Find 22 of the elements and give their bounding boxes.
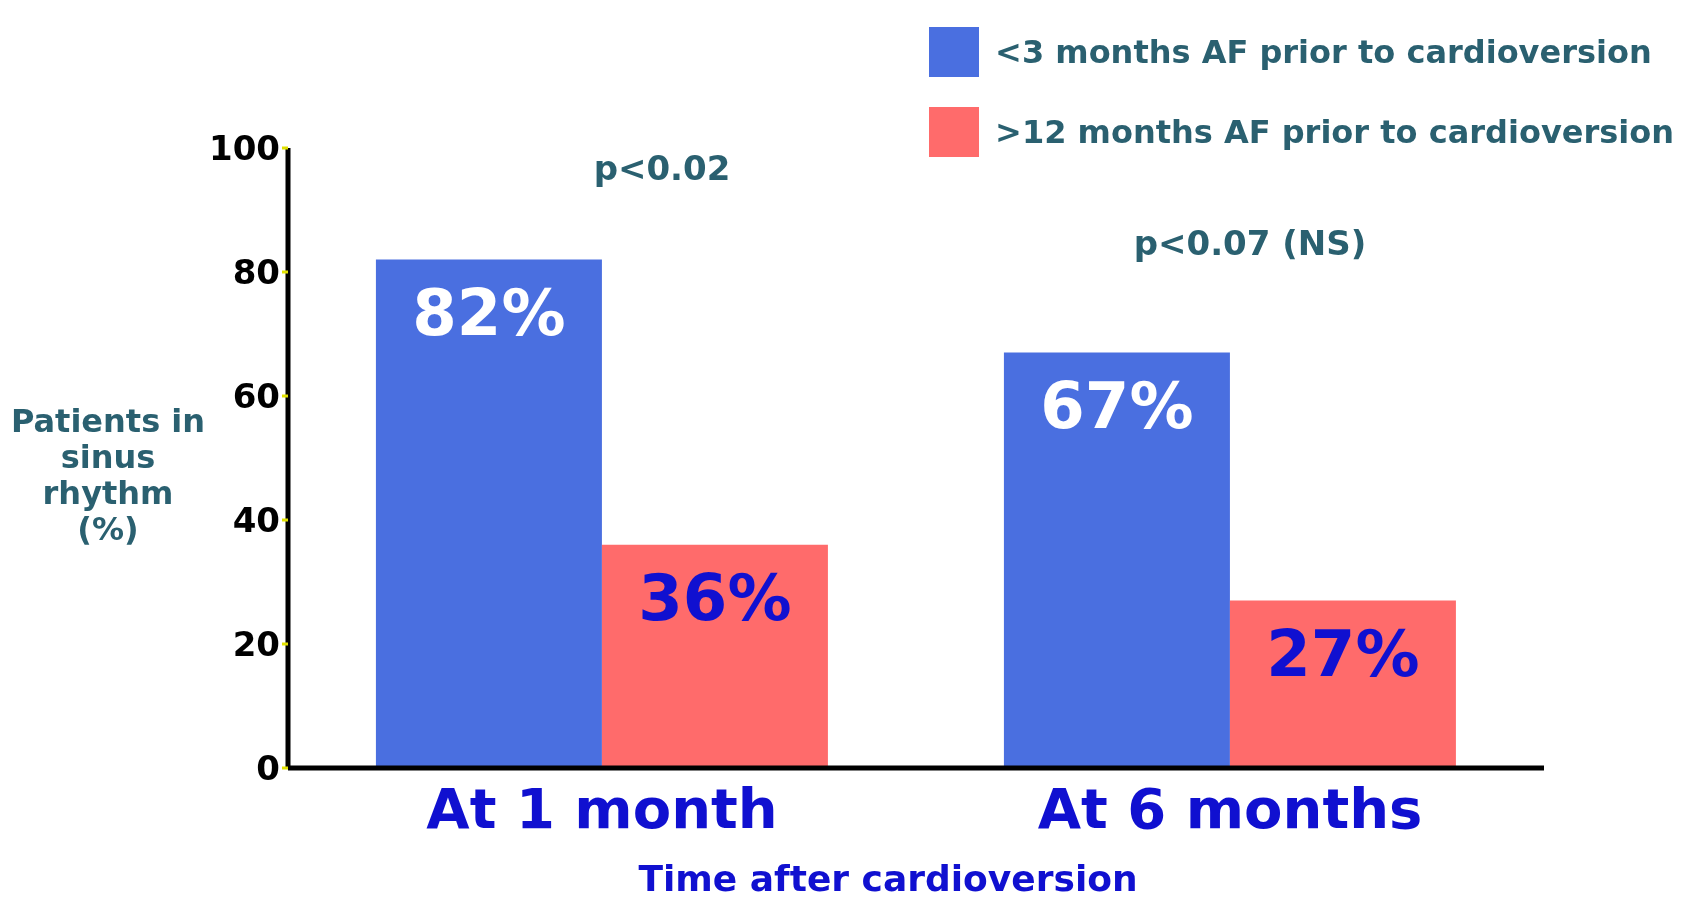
bar [1229,600,1456,768]
annotation: p<0.02 [592,148,732,188]
x-axis-title: Time after cardioversion [637,858,1139,899]
y-tick-label: 100 [209,128,280,169]
data-label: 27% [1266,617,1420,692]
y-tick-label: 60 [232,376,280,417]
y-axis-title: Patients in sinus rhythm (%) [9,402,207,548]
data-label: 67% [1040,369,1194,444]
bar [601,544,828,768]
y-tick-label: 0 [256,748,280,789]
data-label: 82% [412,276,566,351]
x-tick-label: At 6 months [1037,775,1423,841]
legend-label: <3 months AF prior to cardioversion [995,33,1652,71]
y-tick-label: 20 [232,624,280,665]
y-tick-label: 80 [232,252,280,293]
annotation: p<0.07 (NS) [1132,223,1368,263]
y-tick-label: 40 [232,500,280,541]
data-label: 36% [638,561,792,636]
bar [1003,352,1230,768]
bar [375,259,602,768]
x-tick-label: At 1 month [426,775,778,841]
legend-label: >12 months AF prior to cardioversion [995,113,1674,151]
